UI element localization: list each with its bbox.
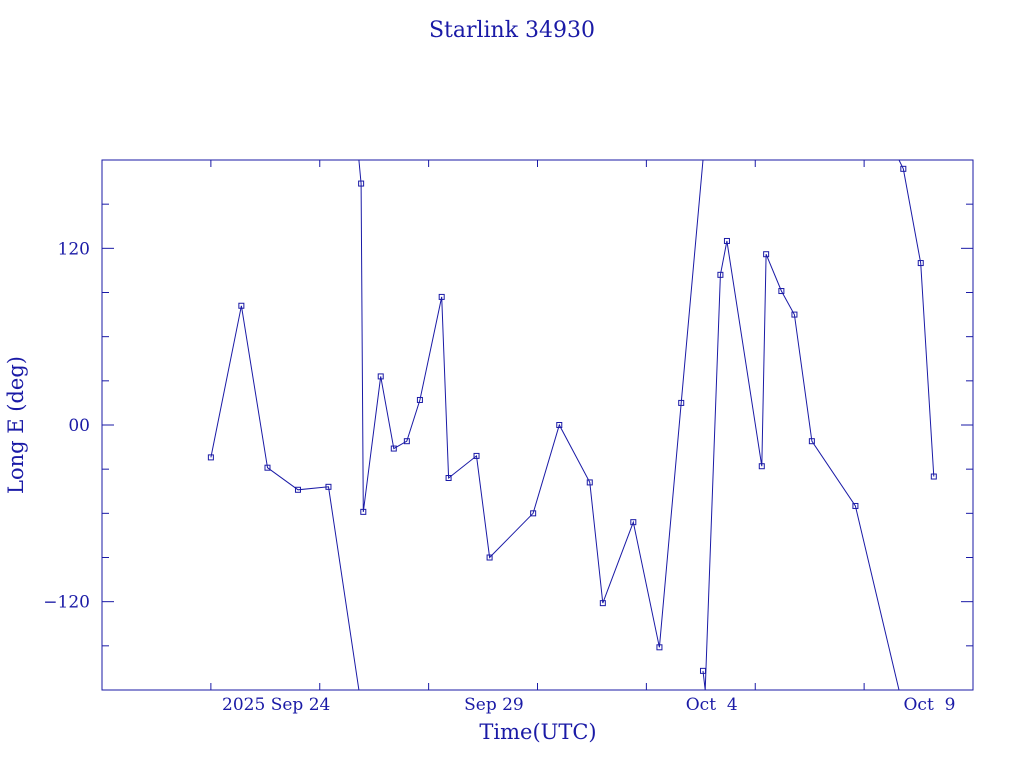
data-point <box>360 508 367 515</box>
data-point <box>207 454 214 461</box>
data-point <box>599 600 606 607</box>
data-point <box>778 288 785 295</box>
x-tick-label: Sep 29 <box>464 695 524 715</box>
data-point <box>473 452 480 459</box>
x-axis-label: Time(UTC) <box>479 720 596 744</box>
y-tick-label: 120 <box>58 239 90 259</box>
data-point <box>403 438 410 445</box>
data-point <box>486 554 493 561</box>
data-point <box>530 510 537 517</box>
data-point <box>656 644 663 651</box>
data-point <box>630 519 637 526</box>
data-point <box>294 486 301 493</box>
data-point <box>238 302 245 309</box>
data-point <box>264 464 271 471</box>
data-point <box>723 237 730 244</box>
data-point <box>852 502 859 509</box>
data-point <box>808 438 815 445</box>
series-line <box>898 160 935 477</box>
x-tick-label: Oct 4 <box>686 695 738 715</box>
data-point <box>556 422 563 428</box>
data-point <box>377 373 384 380</box>
data-point <box>763 251 770 258</box>
data-point <box>438 293 445 300</box>
y-tick-label: 00 <box>68 416 90 436</box>
data-point <box>416 396 423 403</box>
chart-title: Starlink 34930 <box>429 18 595 43</box>
axis-ticks <box>101 159 974 691</box>
data-point <box>930 473 937 480</box>
data-point <box>678 399 685 406</box>
data-point <box>917 260 924 267</box>
data-point <box>325 483 332 490</box>
data-point <box>699 667 706 674</box>
x-tick-label: Oct 9 <box>903 695 955 715</box>
data-point <box>791 311 798 318</box>
axis-tick-labels: 2025 Sep 24 Sep 29 Oct 4 Oct 9 120 00 −120 <box>43 239 955 715</box>
series-line <box>702 240 900 690</box>
data-point <box>717 271 724 278</box>
data-point <box>758 463 765 470</box>
series-line <box>358 160 704 648</box>
data-point <box>358 180 365 187</box>
plot-frame <box>101 159 974 691</box>
y-axis-label: Long E (deg) <box>4 356 28 494</box>
data-point <box>390 445 397 452</box>
series-line <box>210 305 360 690</box>
plot-area <box>207 160 937 690</box>
data-point <box>586 479 593 486</box>
y-tick-label: −120 <box>43 593 90 613</box>
data-point <box>900 165 907 172</box>
data-point <box>445 475 452 481</box>
x-tick-label: 2025 Sep 24 <box>222 695 330 715</box>
